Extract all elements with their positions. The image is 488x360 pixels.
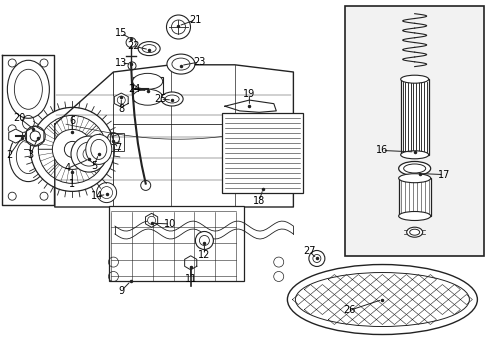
Text: 11: 11	[184, 274, 197, 284]
Circle shape	[126, 37, 136, 48]
Ellipse shape	[138, 42, 160, 55]
Ellipse shape	[400, 75, 428, 83]
Text: 10: 10	[163, 219, 176, 229]
Ellipse shape	[142, 45, 156, 53]
Polygon shape	[9, 129, 22, 143]
Ellipse shape	[85, 134, 112, 165]
Bar	[398, 178, 430, 216]
Ellipse shape	[409, 229, 419, 235]
Ellipse shape	[398, 211, 430, 220]
Text: 24: 24	[128, 84, 141, 94]
Text: 12: 12	[198, 250, 210, 260]
Circle shape	[64, 141, 80, 157]
Text: 15: 15	[115, 28, 127, 38]
Text: 3: 3	[27, 150, 33, 160]
Ellipse shape	[172, 58, 189, 70]
Text: 9: 9	[118, 286, 124, 296]
Ellipse shape	[91, 139, 106, 159]
Polygon shape	[26, 126, 44, 146]
Circle shape	[83, 148, 95, 160]
Ellipse shape	[132, 89, 163, 105]
Circle shape	[30, 107, 114, 192]
Ellipse shape	[403, 164, 425, 173]
Bar	[400, 79, 428, 155]
Text: 8: 8	[118, 104, 124, 114]
Text: 27: 27	[302, 246, 315, 256]
Ellipse shape	[165, 95, 179, 103]
Circle shape	[117, 96, 125, 104]
Text: 23: 23	[193, 57, 205, 67]
Polygon shape	[114, 93, 128, 107]
Ellipse shape	[161, 92, 183, 106]
Ellipse shape	[287, 265, 476, 334]
Ellipse shape	[406, 227, 422, 237]
Text: 5: 5	[91, 161, 97, 171]
Text: 26: 26	[343, 305, 355, 315]
Circle shape	[30, 131, 40, 141]
Ellipse shape	[9, 132, 47, 181]
Ellipse shape	[398, 174, 430, 183]
Text: 7: 7	[115, 143, 121, 153]
Ellipse shape	[7, 60, 49, 118]
Polygon shape	[184, 256, 196, 270]
Circle shape	[52, 129, 92, 170]
Text: 25: 25	[154, 94, 166, 104]
Circle shape	[97, 183, 116, 203]
Text: 17: 17	[437, 170, 449, 180]
Circle shape	[308, 251, 324, 266]
Circle shape	[147, 216, 155, 224]
Text: 20: 20	[13, 113, 26, 123]
Ellipse shape	[132, 73, 163, 89]
Text: 2: 2	[7, 150, 13, 160]
Text: 19: 19	[243, 89, 255, 99]
Text: 13: 13	[115, 58, 127, 68]
Text: 18: 18	[252, 196, 265, 206]
Text: 6: 6	[69, 116, 75, 126]
Circle shape	[101, 186, 112, 199]
Polygon shape	[145, 213, 157, 227]
Text: 16: 16	[375, 145, 388, 156]
Bar	[344, 6, 483, 256]
Bar	[132, 77, 163, 101]
Bar	[108, 206, 243, 281]
Text: 21: 21	[189, 15, 202, 25]
Circle shape	[166, 15, 190, 39]
Circle shape	[141, 180, 150, 190]
Ellipse shape	[398, 162, 430, 175]
Circle shape	[30, 131, 40, 141]
Circle shape	[25, 126, 45, 146]
Bar	[110, 133, 124, 151]
Circle shape	[312, 255, 320, 262]
Circle shape	[38, 116, 106, 183]
Circle shape	[77, 142, 101, 166]
Circle shape	[199, 235, 209, 246]
Ellipse shape	[400, 151, 428, 159]
Text: 1: 1	[69, 179, 75, 189]
Text: 22: 22	[126, 41, 139, 51]
Circle shape	[195, 231, 213, 249]
Ellipse shape	[295, 273, 468, 327]
Circle shape	[71, 136, 107, 172]
Bar	[222, 113, 303, 193]
Text: 4: 4	[64, 163, 70, 174]
Text: 14: 14	[90, 191, 103, 201]
Ellipse shape	[166, 54, 195, 74]
